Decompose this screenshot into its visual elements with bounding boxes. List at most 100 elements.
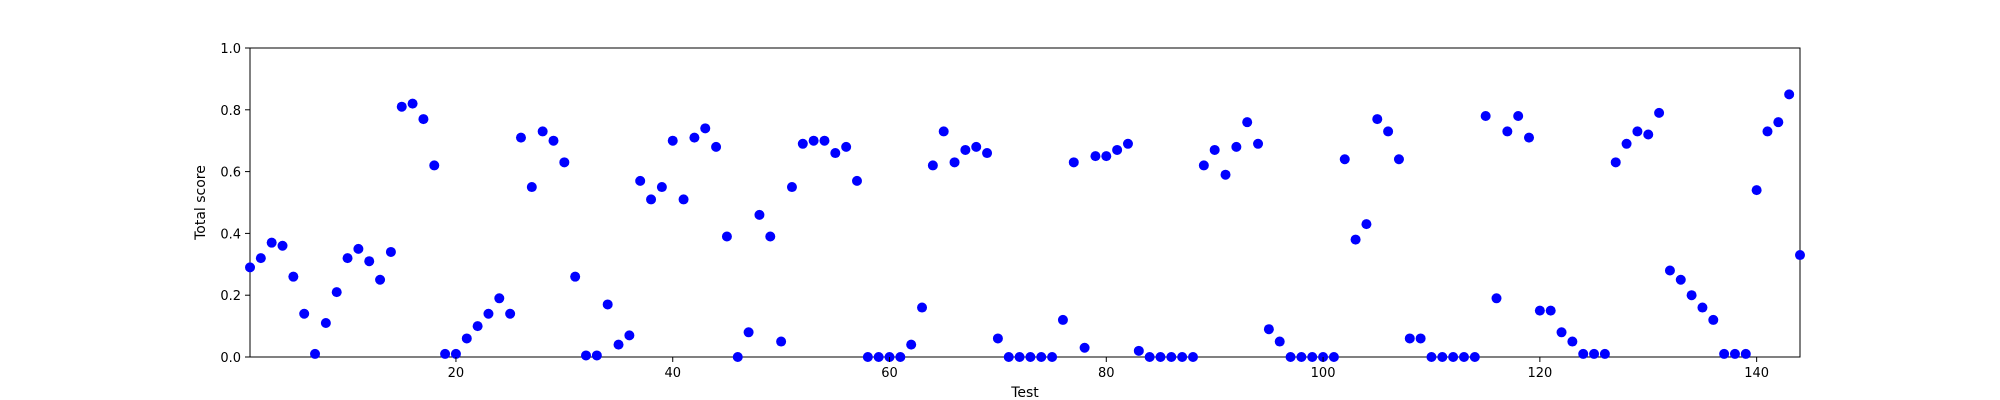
data-point <box>364 256 375 267</box>
data-point <box>613 339 624 350</box>
data-point <box>1719 348 1730 359</box>
data-point <box>320 318 331 329</box>
data-point <box>711 141 722 152</box>
data-point <box>949 157 960 168</box>
data-point <box>1437 352 1448 362</box>
data-point <box>299 308 310 319</box>
data-point <box>559 157 570 168</box>
data-point <box>429 160 440 171</box>
data-point <box>1177 352 1188 362</box>
data-point <box>1762 126 1773 137</box>
data-point <box>1307 352 1318 362</box>
data-point <box>721 231 732 242</box>
data-point <box>1112 144 1123 155</box>
data-point <box>1448 352 1459 362</box>
y-tick-label: 0.2 <box>220 289 241 304</box>
data-point <box>1155 352 1166 362</box>
data-point <box>873 352 884 362</box>
data-point <box>1697 302 1708 313</box>
data-point <box>1686 290 1697 301</box>
data-point <box>1795 250 1805 261</box>
data-point <box>646 194 657 205</box>
data-point <box>1014 352 1025 362</box>
data-point <box>1079 342 1090 353</box>
data-point <box>895 352 906 362</box>
plot-frame <box>249 47 1801 358</box>
data-point <box>1524 132 1535 143</box>
data-point <box>591 350 602 361</box>
data-point <box>1654 107 1665 118</box>
x-tick-label: 140 <box>1744 366 1769 381</box>
data-point <box>808 135 819 146</box>
data-point <box>971 141 982 152</box>
data-point <box>1209 144 1220 155</box>
data-point <box>917 302 928 313</box>
data-point <box>1339 154 1350 165</box>
data-point <box>515 132 526 143</box>
data-point <box>1383 126 1394 137</box>
plot-area <box>245 47 1805 362</box>
data-point <box>992 333 1003 344</box>
data-point <box>1469 352 1480 362</box>
data-point <box>1057 314 1068 325</box>
y-tick-label: 0.6 <box>220 166 241 181</box>
data-point <box>483 308 494 319</box>
data-point <box>656 182 667 193</box>
data-point <box>1144 352 1155 362</box>
data-point <box>1372 114 1383 125</box>
data-point <box>245 262 255 273</box>
data-point <box>1350 234 1361 245</box>
data-point <box>765 231 776 242</box>
data-point <box>862 352 873 362</box>
y-axis-label: Total score <box>193 165 209 241</box>
data-point <box>1415 333 1426 344</box>
data-point <box>418 114 429 125</box>
data-point <box>1047 352 1058 362</box>
x-axis-label: Test <box>1010 385 1039 400</box>
data-point <box>570 271 581 282</box>
data-point <box>1773 117 1784 128</box>
data-point <box>1589 348 1600 359</box>
data-point <box>1036 352 1047 362</box>
data-point <box>1480 110 1491 121</box>
data-point <box>342 253 353 264</box>
y-tick-label: 0.0 <box>220 351 241 366</box>
data-point <box>1296 352 1307 362</box>
data-point <box>1198 160 1209 171</box>
data-point <box>1404 333 1415 344</box>
data-point <box>830 148 841 159</box>
data-point <box>841 141 852 152</box>
data-point <box>1578 348 1589 359</box>
data-point <box>1513 110 1524 121</box>
data-point <box>1101 151 1112 162</box>
data-point <box>624 330 635 341</box>
data-point <box>1361 219 1372 230</box>
data-point <box>385 246 396 257</box>
data-point <box>960 144 971 155</box>
data-point <box>450 348 461 359</box>
data-point <box>1599 348 1610 359</box>
data-point <box>1068 157 1079 168</box>
y-tick-label: 0.4 <box>220 227 241 242</box>
data-point <box>1632 126 1643 137</box>
x-tick-label: 100 <box>1311 366 1336 381</box>
data-point <box>1133 345 1144 356</box>
data-point <box>1621 138 1632 149</box>
data-point <box>797 138 808 149</box>
data-point <box>1729 348 1740 359</box>
data-point <box>1534 305 1545 316</box>
data-point <box>353 243 364 254</box>
data-point <box>1188 352 1199 362</box>
data-point <box>819 135 830 146</box>
data-point <box>331 287 342 298</box>
data-point <box>1643 129 1654 140</box>
y-tick-label: 0.8 <box>220 104 241 119</box>
data-point <box>1220 169 1231 180</box>
data-point <box>851 175 862 186</box>
data-point <box>678 194 689 205</box>
x-axis: 20 40 60 80 100 120 140 <box>448 357 1769 381</box>
data-point <box>526 182 537 193</box>
data-point <box>700 123 711 134</box>
data-point <box>1025 352 1036 362</box>
data-point <box>1263 324 1274 335</box>
